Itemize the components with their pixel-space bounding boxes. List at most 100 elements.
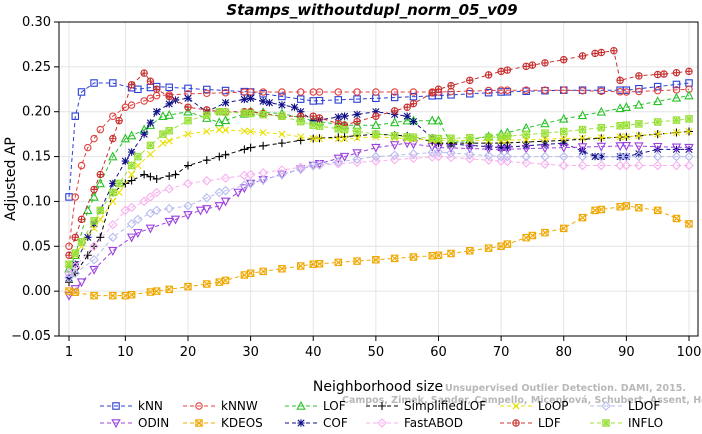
sample-ldof-95 <box>652 151 663 162</box>
point-ldof-4 <box>151 205 162 216</box>
sample-kdeos-44 <box>334 258 343 267</box>
point-inflo-10 <box>309 121 317 129</box>
legend-item-fastabod: FastABOD <box>366 416 463 430</box>
sample-knnw-92 <box>635 87 643 96</box>
sample-loop-32 <box>259 128 267 137</box>
point-knnw-1 <box>71 193 80 201</box>
point-kdeos-7 <box>278 264 286 273</box>
point-odin-6 <box>214 202 225 212</box>
series-kdeos <box>65 202 693 300</box>
point-fastabod-13 <box>684 160 694 171</box>
point-lof-20 <box>621 102 632 111</box>
sample-kdeos-17 <box>165 285 173 294</box>
point-cof-2 <box>84 233 92 242</box>
sample-odin-26 <box>220 197 231 207</box>
sample-fastabod-53 <box>389 154 400 165</box>
point-cof-6 <box>140 130 148 138</box>
point-inflo-16 <box>559 127 568 136</box>
y-tick-label-3: 0.10 <box>22 194 51 209</box>
sample-loop-23 <box>203 127 211 136</box>
sample-inflo-44 <box>334 125 343 133</box>
point-ldf-14 <box>403 103 411 111</box>
sample-kdeos-71 <box>503 240 512 248</box>
sample-cof-32 <box>259 97 267 105</box>
sample-fastabod-35 <box>277 165 287 175</box>
sample-loop-8 <box>109 197 117 206</box>
point-knnw-12 <box>372 88 380 96</box>
point-loop-16 <box>560 135 568 143</box>
y-tick-label-4: 0.15 <box>22 150 51 165</box>
watermark-line-1: Unsupervised Outlier Detection. DAMI, 20… <box>445 383 686 394</box>
series-line-ldf <box>68 50 690 256</box>
point-cof-1 <box>71 260 79 268</box>
point-kdeos-11 <box>497 242 505 251</box>
point-odin-7 <box>233 188 243 198</box>
legend-label-simplifiedlof: SimplifiedLOF <box>404 399 486 413</box>
sample-ldf-5 <box>90 185 98 194</box>
sample-odin-83 <box>577 143 588 153</box>
point-kdeos-1 <box>90 291 98 300</box>
sample-odin-53 <box>389 141 400 151</box>
legend-label-odin: ODIN <box>138 416 169 430</box>
sample-loop-11 <box>128 170 136 179</box>
point-inflo-7 <box>215 107 224 116</box>
sample-loop-77 <box>541 135 549 143</box>
point-fastabod-5 <box>183 178 193 189</box>
sample-kdeos-92 <box>635 203 643 212</box>
point-ldf-5 <box>140 69 148 77</box>
sample-fastabod-32 <box>258 167 268 178</box>
sample-kdeos-59 <box>428 251 436 260</box>
point-ldf-11 <box>309 112 317 120</box>
point-cof-16 <box>340 112 349 120</box>
series-line-odin <box>68 142 690 296</box>
point-kdeos-5 <box>215 278 224 286</box>
sample-ldof-53 <box>389 150 400 161</box>
point-loop-2 <box>96 215 104 223</box>
point-ldof-12 <box>496 151 506 162</box>
sample-inflo-14 <box>146 141 155 150</box>
point-inflo-12 <box>372 130 380 138</box>
legend-marker-ldof <box>601 401 611 411</box>
sample-loop-47 <box>353 134 361 142</box>
sample-ldf-2 <box>71 233 80 241</box>
point-inflo-13 <box>403 133 411 141</box>
sample-inflo-98 <box>672 116 681 124</box>
sample-knnw-32 <box>259 88 267 96</box>
y-tick-label-6: 0.25 <box>22 60 51 75</box>
sample-kdeos-89 <box>616 203 624 211</box>
point-ldf-19 <box>559 56 568 64</box>
sample-knnw-77 <box>541 86 549 94</box>
legend-marker-cof <box>297 419 305 427</box>
point-ldf-3 <box>115 117 123 125</box>
sample-odin-23 <box>202 205 212 215</box>
point-ldf-20 <box>591 49 599 58</box>
point-kdeos-2 <box>121 291 130 300</box>
sample-ldof-92 <box>634 151 644 162</box>
sample-fastabod-65 <box>465 154 475 164</box>
sample-knnw-56 <box>409 88 418 96</box>
sample-fastabod-68 <box>483 155 494 165</box>
sample-lof-86 <box>596 106 607 116</box>
sample-fastabod-14 <box>145 192 156 202</box>
point-cof-18 <box>403 112 411 120</box>
sample-lof-95 <box>652 96 663 106</box>
point-ldf-1 <box>77 215 86 224</box>
sample-kdeos-98 <box>672 214 681 223</box>
sample-knnw-11 <box>127 101 136 109</box>
sample-ldof-41 <box>314 159 325 170</box>
series-cof <box>65 94 693 282</box>
point-ldf-17 <box>497 67 505 76</box>
sample-kdeos-74 <box>522 233 530 242</box>
point-inflo-0 <box>65 260 73 268</box>
sample-odin-47 <box>352 149 362 159</box>
legend-item-simplifiedlof: SimplifiedLOF <box>366 399 486 413</box>
legend-item-kdeos: KDEOS <box>183 416 263 430</box>
point-knnw-2 <box>77 161 86 170</box>
sample-ldof-98 <box>671 151 682 162</box>
point-lof-4 <box>108 151 118 161</box>
point-ldof-0 <box>64 272 74 283</box>
sample-inflo-17 <box>165 127 173 135</box>
point-simplifiedlof-7 <box>152 175 161 183</box>
sample-ldof-65 <box>465 149 475 160</box>
y-tick-label-0: −0.05 <box>11 329 51 344</box>
